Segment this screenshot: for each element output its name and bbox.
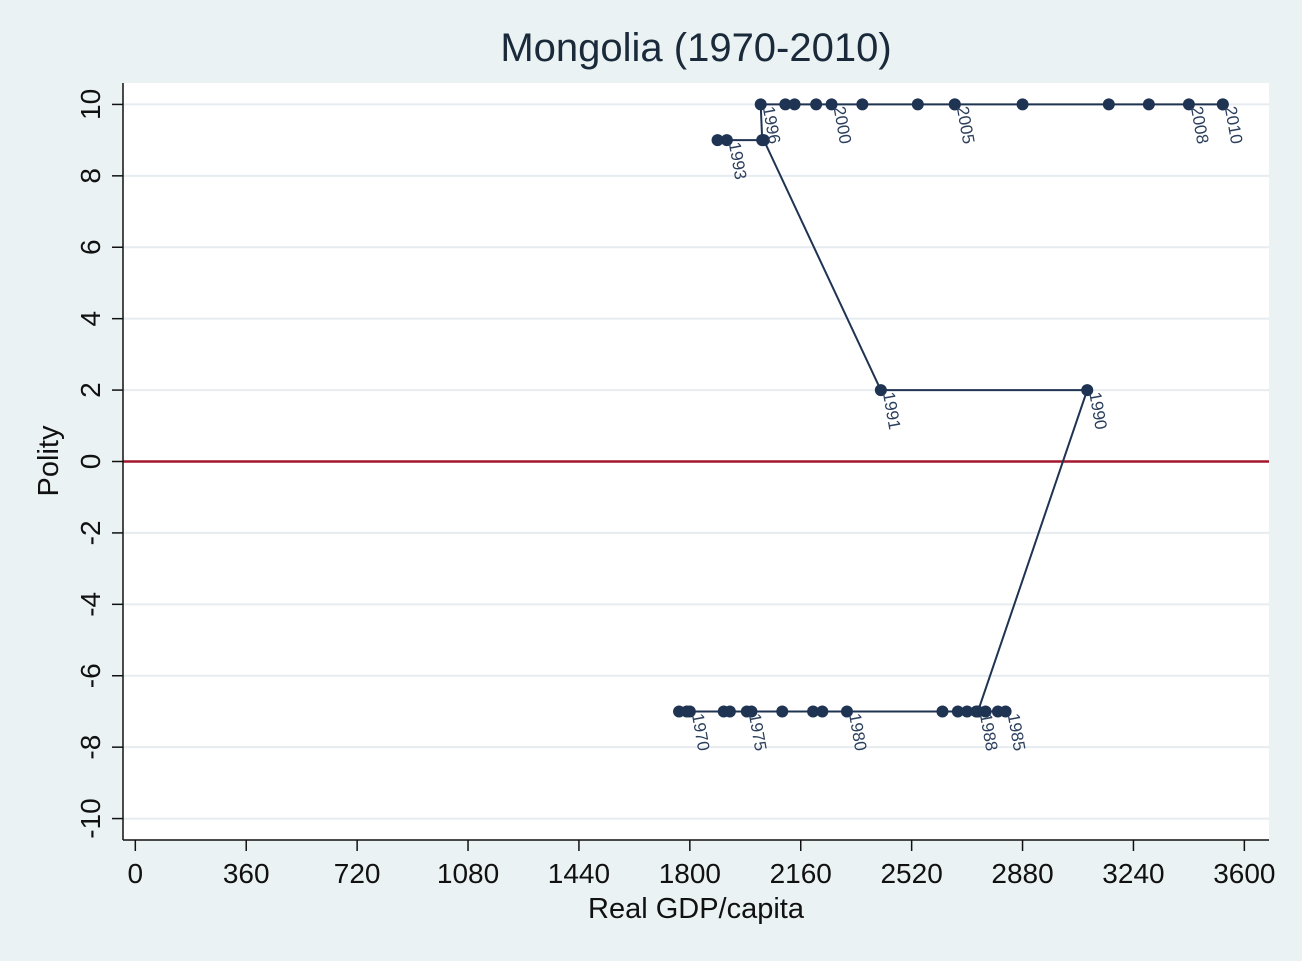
gridlines	[123, 103, 1269, 820]
data-point	[680, 705, 693, 718]
x-tick-label: 2160	[770, 858, 832, 889]
y-tick-label: -2	[75, 520, 106, 545]
data-point	[754, 98, 767, 111]
data-point	[1216, 98, 1229, 111]
data-point	[807, 705, 820, 718]
y-tick-label: -4	[75, 592, 106, 617]
data-point	[816, 705, 829, 718]
data-point	[911, 98, 924, 111]
data-point	[951, 705, 964, 718]
data-point	[825, 98, 838, 111]
data-point	[711, 134, 724, 147]
y-tick-label: -8	[75, 735, 106, 760]
data-point	[1142, 98, 1155, 111]
y-tick-label: 0	[75, 454, 106, 470]
data-point	[999, 705, 1012, 718]
data-point	[779, 98, 792, 111]
data-series	[673, 98, 1229, 718]
y-tick-label: 4	[75, 311, 106, 327]
data-point	[756, 134, 769, 147]
axes: 10 8 6 4 2 0 -2 -4 -6 -8 -10 0 360 720 1080 1440 1800 216…	[75, 83, 1276, 889]
data-point	[788, 98, 801, 111]
data-point	[961, 705, 974, 718]
data-point	[856, 98, 869, 111]
data-point	[776, 705, 789, 718]
x-tick-label: 0	[128, 858, 144, 889]
data-point	[1182, 98, 1195, 111]
data-point	[723, 705, 736, 718]
x-tick-label: 2520	[880, 858, 942, 889]
x-tick-label: 3240	[1102, 858, 1164, 889]
x-tick-label: 3600	[1213, 858, 1275, 889]
y-tick-label: 2	[75, 382, 106, 398]
x-tick-label: 1800	[659, 858, 721, 889]
x-tick-label: 1080	[437, 858, 499, 889]
x-axis-title: Real GDP/capita	[588, 893, 805, 925]
data-point	[1102, 98, 1115, 111]
data-point	[840, 705, 853, 718]
y-tick-label: -10	[75, 798, 106, 838]
data-point	[720, 134, 733, 147]
chart-title: Mongolia (1970-2010)	[500, 26, 891, 70]
data-point	[1016, 98, 1029, 111]
y-tick-label: 6	[75, 239, 106, 255]
x-tick-label: 2880	[991, 858, 1053, 889]
x-tick-label: 360	[223, 858, 270, 889]
data-point	[745, 705, 758, 718]
y-tick-label: -6	[75, 663, 106, 688]
data-point	[1081, 384, 1094, 397]
data-point	[936, 705, 949, 718]
y-tick-label: 8	[75, 168, 106, 184]
x-tick-label: 1440	[548, 858, 610, 889]
data-point	[971, 705, 984, 718]
data-point	[810, 98, 823, 111]
data-point	[874, 384, 887, 397]
data-point	[948, 98, 961, 111]
x-tick-label: 720	[334, 858, 381, 889]
y-axis-title: Polity	[33, 425, 65, 496]
y-tick-label: 10	[75, 89, 106, 120]
